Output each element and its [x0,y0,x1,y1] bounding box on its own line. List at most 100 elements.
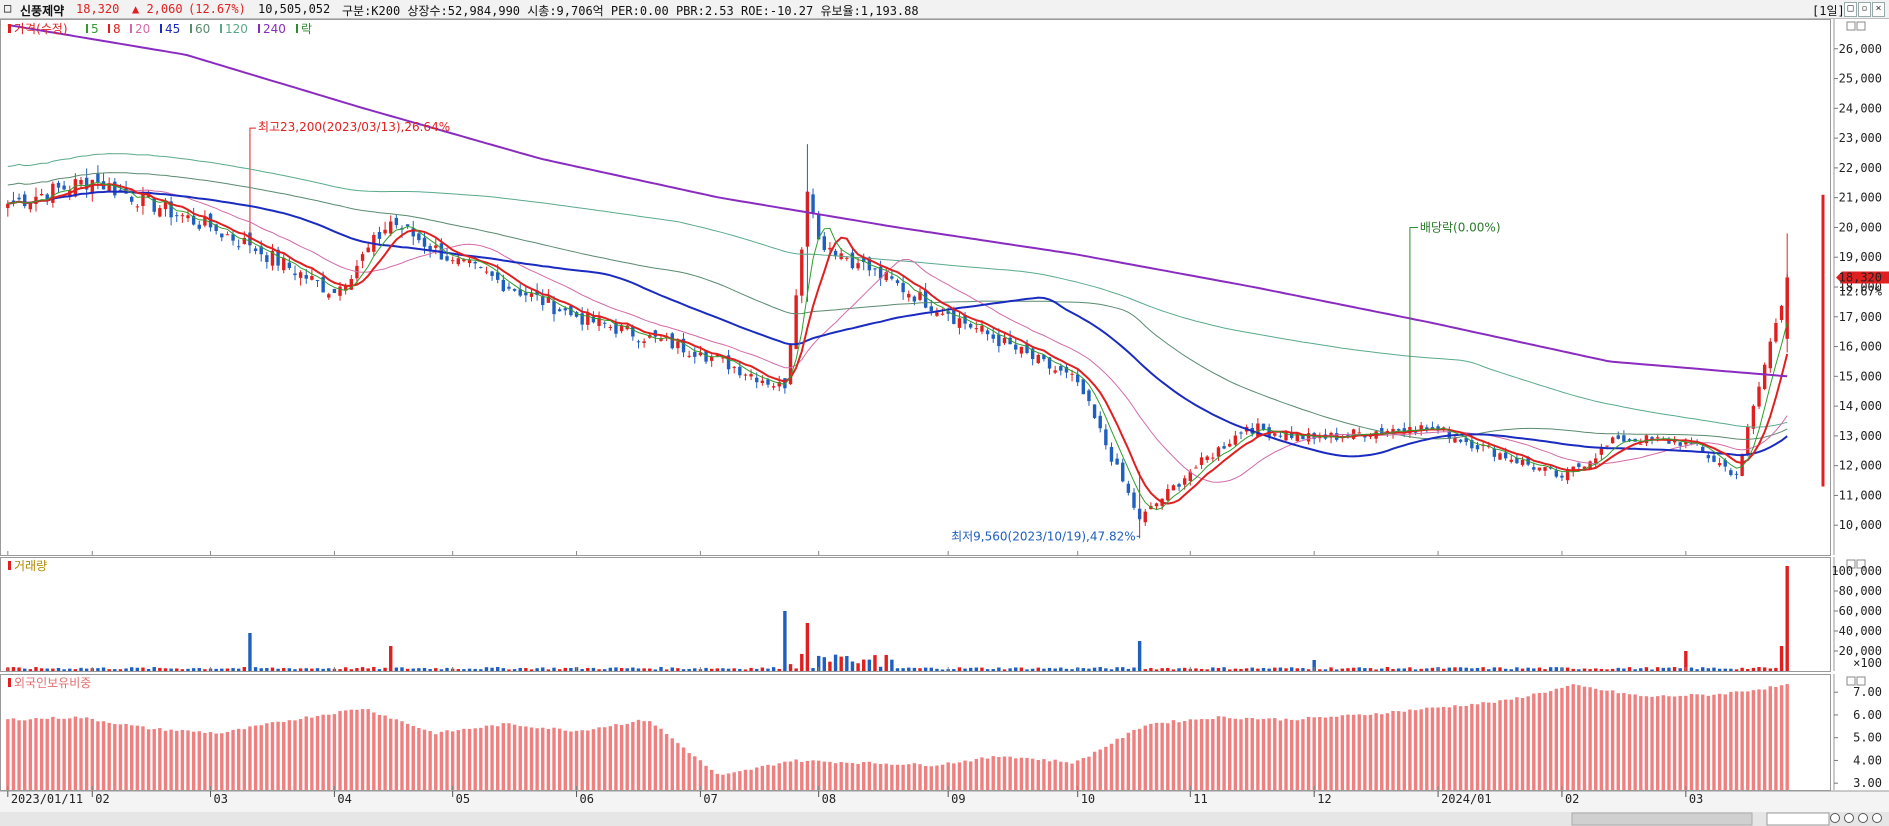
foreign-bar [186,730,190,790]
foreign-bar [479,727,483,790]
volume-bar [180,669,185,671]
volume-bar [1126,668,1131,671]
maximize-icon[interactable]: □ [1844,2,1857,17]
close-icon[interactable]: × [1872,2,1885,17]
volume-bar [366,668,370,671]
volume-bar [84,668,89,671]
candle-body [1143,511,1147,523]
foreign-bar [1312,717,1316,790]
volume-bar [760,667,765,671]
volume-bar [642,668,646,671]
candle-body [141,192,145,206]
volume-bar [1335,669,1339,671]
panel-maximize-icon-2[interactable] [1846,676,1856,686]
volume-bar [417,668,421,671]
candle-body [822,236,826,250]
scrollbar-track[interactable] [0,812,1889,826]
panel-close-icon-1[interactable] [1856,559,1866,569]
scrollbar-thumb[interactable] [1571,812,1753,826]
volume-bar [315,668,320,671]
x-tick-label: 11 [1193,792,1207,806]
candle-body [631,326,635,337]
panel-close-icon-0[interactable] [1856,21,1866,31]
candle-body [918,291,922,300]
foreign-bar [1132,729,1136,790]
zoom-slider[interactable] [1766,812,1830,826]
candle-body [1492,448,1497,457]
foreign-bar [862,762,866,790]
period-selector[interactable]: [1일] [1812,4,1845,18]
candle-body [957,318,962,328]
foreign-bar [771,765,776,790]
candle-body [1588,461,1592,470]
foreign-bar [1002,756,1007,790]
candle-body [512,288,517,291]
candle-body [1532,467,1536,470]
foreign-bar [1712,694,1716,790]
volume-bar [169,668,173,671]
candle-body [1627,439,1632,442]
foreign-bar [884,763,888,790]
volume-bar [822,657,826,671]
volume-bar [203,669,207,671]
foreign-bar [833,763,838,790]
foreign-bar [129,725,134,790]
foreign-bar [242,729,247,790]
candle-body [450,260,455,262]
volume-bar [259,668,263,671]
candle-body [197,224,201,229]
candle-body [1188,471,1193,482]
foreign-bar [1177,722,1181,790]
candle-body [676,341,680,349]
restore-icon[interactable]: ▫ [1858,2,1871,17]
foreign-bar [648,721,652,790]
candle-body [107,183,111,192]
stock-header-bar: □ 신풍제약 18,320 ▲ 2,060 (12.67%) 10,505,05… [0,0,1889,19]
volume-bar [1779,646,1784,671]
candle-body [479,267,483,269]
volume-bar [878,666,883,671]
foreign-bar [1261,719,1266,790]
candle-body [743,374,748,376]
candle-body [985,330,990,335]
candle-body [1650,437,1654,439]
foreign-bar [490,725,494,790]
menu-box-icon[interactable]: □ [4,1,12,15]
zoom-in-icon[interactable] [1830,813,1840,823]
foreign-bar [1751,690,1756,790]
candle-body [1284,432,1288,441]
foreign-bar [1019,757,1024,790]
volume-bar [1312,660,1316,671]
foreign-bar [614,724,618,790]
volume-bar [952,669,956,671]
foreign-bar [1357,714,1361,790]
panel-maximize-icon-1[interactable] [1846,559,1856,569]
panel-close-icon-2[interactable] [1856,676,1866,686]
panel-maximize-icon-0[interactable] [1846,21,1856,31]
volume-bar [1689,667,1694,671]
foreign-bar [631,721,635,790]
dividend-annotation: 배당락(0.00%) [1420,220,1501,234]
foreign-bar [169,729,173,790]
foreign-bar [664,734,669,790]
zoom-fit-icon[interactable] [1872,813,1882,823]
foreign-bar [940,764,945,790]
candle-body [389,221,393,234]
candle-body [366,247,370,253]
foreign-bar [1470,703,1474,790]
zoom-reset-icon[interactable] [1858,813,1868,823]
low-annotation: 최저9,560(2023/10/19),47.82% [951,529,1136,543]
stock-name[interactable]: 신풍제약 [20,4,65,18]
volume-bar [1470,668,1474,671]
foreign-bar [1419,709,1423,790]
volume-bar [23,668,27,671]
volume-bar [816,655,821,671]
x-tick-label: 10 [1081,792,1095,806]
volume-bar [1042,668,1046,671]
candle-body [321,276,325,293]
volume-bar [96,668,100,671]
volume-bar [1622,668,1626,671]
volume-bar [788,664,793,671]
zoom-out-icon[interactable] [1844,813,1854,823]
